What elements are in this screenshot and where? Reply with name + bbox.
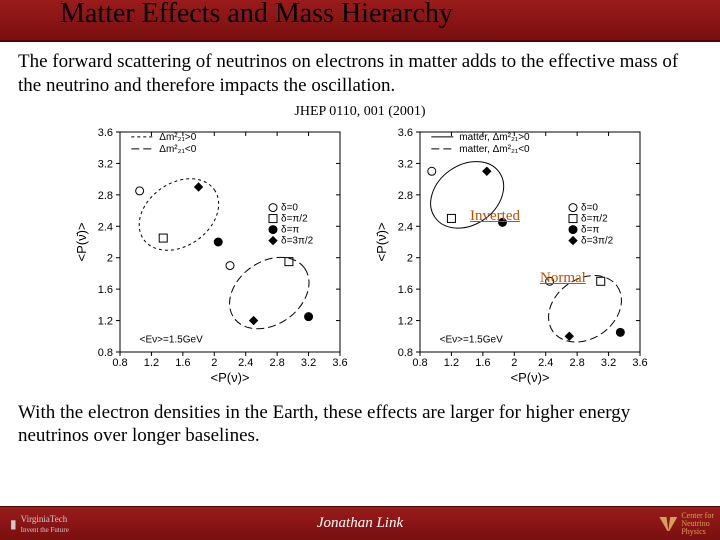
svg-text:2: 2 (511, 357, 517, 369)
svg-text:δ=0: δ=0 (281, 202, 298, 213)
svg-text:0.8: 0.8 (112, 357, 127, 369)
slide-title: Matter Effects and Mass Hierarchy (60, 0, 453, 30)
svg-text:δ=π/2: δ=π/2 (281, 213, 308, 224)
svg-text:2.8: 2.8 (569, 357, 584, 369)
svg-text:δ=π: δ=π (281, 224, 299, 235)
svg-text:1.2: 1.2 (398, 315, 413, 327)
svg-text:3.2: 3.2 (398, 158, 413, 170)
svg-text:0.8: 0.8 (412, 357, 427, 369)
svg-text:2: 2 (211, 357, 217, 369)
footer-institution: VirginiaTech (21, 514, 68, 524)
svg-text:1.6: 1.6 (398, 284, 413, 296)
chart-right: 0.80.8 1.2 1.2 1.6 1.6 2 2 2.4 2.4 2.8 2.8 3.2 3.2 3.… (370, 122, 650, 395)
svg-text:3.2: 3.2 (601, 357, 616, 369)
chart-left: 0.80.8 1.2 1.2 1.6 1.6 2 2 2.4 2.4 2.8 2.8 3.2 3.2 3.… (70, 122, 350, 395)
svg-text:<Eν>=1.5GeV: <Eν>=1.5GeV (140, 334, 203, 345)
svg-text:2.4: 2.4 (98, 221, 113, 233)
normal-label: Normal (540, 270, 586, 287)
svg-text:2.4: 2.4 (238, 357, 253, 369)
footer-left-logo: ▮ VirginiaTech Invent the Future (10, 514, 69, 534)
svg-text:2.8: 2.8 (398, 189, 413, 201)
charts-row: 0.80.81.21.21.61.6222.42.42.82.83.23.23.… (0, 122, 720, 395)
svg-text:Δm²₂₁>0: Δm²₂₁>0 (159, 131, 196, 142)
svg-text:δ=0: δ=0 (581, 202, 598, 213)
svg-text:δ=π/2: δ=π/2 (581, 213, 608, 224)
footer-tagline: Invent the Future (21, 526, 69, 534)
svg-text:3.6: 3.6 (632, 357, 647, 369)
svg-text:3.6: 3.6 (398, 127, 413, 139)
svg-text:2.4: 2.4 (398, 221, 413, 233)
svg-text:3.2: 3.2 (301, 357, 316, 369)
svg-text:1.2: 1.2 (144, 357, 159, 369)
intro-paragraph: The forward scattering of neutrinos on e… (0, 42, 720, 102)
svg-text:2: 2 (107, 252, 113, 264)
svg-text:<P(ν̄)>: <P(ν̄)> (374, 222, 389, 261)
svg-text:3.6: 3.6 (332, 357, 347, 369)
svg-text:2: 2 (407, 252, 413, 264)
svg-text:δ=3π/2: δ=3π/2 (281, 235, 314, 246)
footer-author: Jonathan Link (317, 515, 403, 532)
svg-text:δ=π: δ=π (581, 224, 599, 235)
vt-logo-icon (659, 517, 677, 531)
inverted-label: Inverted (470, 208, 520, 225)
conclusion-paragraph: With the electron densities in the Earth… (0, 395, 720, 453)
svg-text:δ=3π/2: δ=3π/2 (581, 235, 614, 246)
svg-text:<P(ν)>: <P(ν)> (510, 370, 549, 385)
svg-text:1.6: 1.6 (98, 284, 113, 296)
svg-text:0.8: 0.8 (98, 347, 113, 359)
citation-text: JHEP 0110, 001 (2001) (0, 104, 720, 120)
svg-text:<P(ν̄)>: <P(ν̄)> (74, 222, 89, 261)
svg-text:matter, Δm²₂₁<0: matter, Δm²₂₁<0 (459, 143, 530, 154)
footer-center-name: Center for Neutrino Physics (681, 512, 714, 536)
svg-text:3.6: 3.6 (98, 127, 113, 139)
svg-text:1.2: 1.2 (444, 357, 459, 369)
svg-text:3.2: 3.2 (98, 158, 113, 170)
svg-text:1.6: 1.6 (475, 357, 490, 369)
svg-text:<P(ν)>: <P(ν)> (210, 370, 249, 385)
svg-text:2.8: 2.8 (269, 357, 284, 369)
svg-text:0.8: 0.8 (398, 347, 413, 359)
footer-bar: ▮ VirginiaTech Invent the Future Jonatha… (0, 506, 720, 540)
svg-text:1.2: 1.2 (98, 315, 113, 327)
title-bar: Matter Effects and Mass Hierarchy (0, 0, 720, 42)
svg-text:2.8: 2.8 (98, 189, 113, 201)
svg-text:Δm²₂₁<0: Δm²₂₁<0 (159, 143, 196, 154)
svg-text:1.6: 1.6 (175, 357, 190, 369)
footer-right-logo: Center for Neutrino Physics (659, 512, 714, 536)
svg-text:2.4: 2.4 (538, 357, 553, 369)
svg-text:<Eν>=1.5GeV: <Eν>=1.5GeV (440, 334, 503, 345)
svg-text:matter, Δm²₂₁>0: matter, Δm²₂₁>0 (459, 131, 530, 142)
